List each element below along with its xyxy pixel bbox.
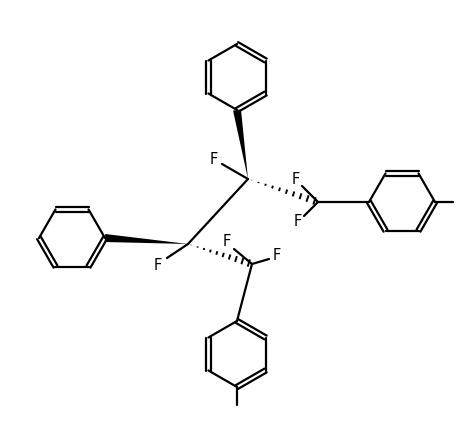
Text: F: F xyxy=(273,249,281,263)
Text: F: F xyxy=(223,234,231,250)
Text: F: F xyxy=(294,214,302,230)
Text: F: F xyxy=(154,259,162,273)
Text: F: F xyxy=(292,172,300,187)
Polygon shape xyxy=(105,234,188,244)
Text: F: F xyxy=(210,151,218,167)
Polygon shape xyxy=(233,109,248,179)
